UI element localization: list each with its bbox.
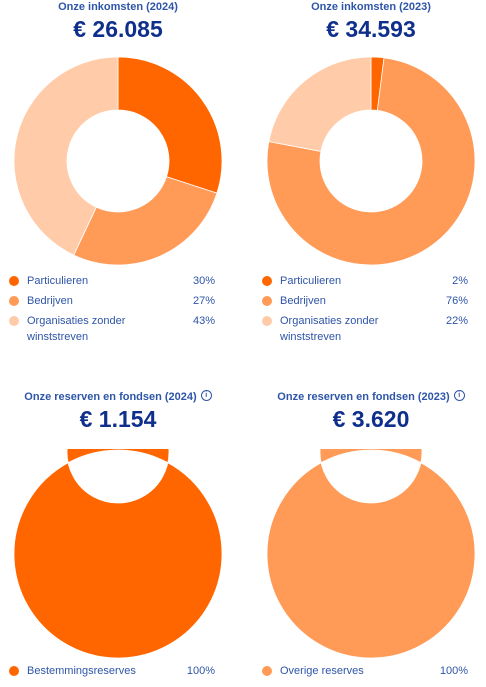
total-amount: € 34.593 xyxy=(326,16,416,42)
donut-slice-3[interactable] xyxy=(268,56,372,152)
legend-item: Particulieren 30% xyxy=(9,273,215,289)
chart-title: Onze inkomsten (2023) xyxy=(311,1,431,13)
legend-value: 100% xyxy=(439,665,468,677)
legend-value: 76% xyxy=(445,295,468,307)
donut-chart xyxy=(266,56,476,266)
legend-item: Bedrijven 27% xyxy=(9,293,215,309)
donut-slice-1[interactable] xyxy=(13,449,223,659)
legend-label: Bedrijven xyxy=(280,295,326,307)
legend: Overige reserves 100% xyxy=(262,663,468,683)
donut-chart xyxy=(266,449,476,659)
legend-label: Organisaties zonder winststreven xyxy=(280,315,379,343)
income-2023-panel: Onze inkomsten (2023) € 34.593 Particuli… xyxy=(256,0,486,343)
chart-title: Onze inkomsten (2024) xyxy=(58,1,178,13)
chart-title-text: Onze reserven en fondsen (2024) xyxy=(24,391,197,403)
donut-slice-1[interactable] xyxy=(266,449,476,659)
legend-label: Bedrijven xyxy=(27,295,73,307)
donut-chart xyxy=(13,56,223,266)
legend: Particulieren 30% Bedrijven 27% Organisati… xyxy=(9,273,215,349)
legend-label: Bestemmingsreserves xyxy=(27,665,136,677)
reserves-2024-panel: Onze reserven en fondsen (2024) i € 1.154… xyxy=(3,390,233,677)
legend-dot xyxy=(262,276,272,286)
legend-label: Particulieren xyxy=(27,275,89,287)
chart-title: Onze reserven en fondsen (2023) i xyxy=(256,390,486,404)
legend-item: Organisaties zonder winststreven 43% xyxy=(9,313,215,345)
donut-slice-3[interactable] xyxy=(13,56,119,256)
legend-value: 22% xyxy=(445,315,468,327)
donut-chart xyxy=(13,449,223,659)
total-amount: € 3.620 xyxy=(332,406,410,432)
legend-dot xyxy=(9,296,19,306)
legend-dot xyxy=(262,316,272,326)
legend-dot xyxy=(262,296,272,306)
legend-item: Organisaties zonder winststreven 22% xyxy=(262,313,468,345)
info-icon[interactable]: i xyxy=(453,390,465,401)
chart-title: Onze reserven en fondsen (2024) i xyxy=(3,390,233,404)
donut-slice-1[interactable] xyxy=(117,56,223,194)
legend-dot xyxy=(9,276,19,286)
legend-label: Particulieren xyxy=(280,275,342,287)
legend-value: 2% xyxy=(452,275,468,287)
legend-dot xyxy=(9,666,19,676)
legend-dot xyxy=(262,666,272,676)
legend-value: 30% xyxy=(192,275,215,287)
legend: Bestemmingsreserves 100% xyxy=(9,663,215,683)
legend-label: Overige reserves xyxy=(280,665,364,677)
legend-item: Overige reserves 100% xyxy=(262,663,468,679)
legend-item: Bestemmingsreserves 100% xyxy=(9,663,215,679)
legend-value: 100% xyxy=(186,665,215,677)
legend-value: 43% xyxy=(192,315,215,327)
chart-title-text: Onze reserven en fondsen (2023) xyxy=(277,391,450,403)
reserves-2023-panel: Onze reserven en fondsen (2023) i € 3.620… xyxy=(256,390,486,677)
income-2024-panel: Onze inkomsten (2024) € 26.085 Particuli… xyxy=(3,0,233,343)
total-amount: € 26.085 xyxy=(73,16,163,42)
legend-item: Particulieren 2% xyxy=(262,273,468,289)
donut-slice-2[interactable] xyxy=(73,176,218,266)
legend-label: Organisaties zonder winststreven xyxy=(27,315,126,343)
total-amount: € 1.154 xyxy=(79,406,157,432)
legend-dot xyxy=(9,316,19,326)
legend: Particulieren 2% Bedrijven 76% Organisatie… xyxy=(262,273,468,349)
legend-item: Bedrijven 76% xyxy=(262,293,468,309)
info-icon[interactable]: i xyxy=(200,390,212,401)
legend-value: 27% xyxy=(192,295,215,307)
donut-slice-2[interactable] xyxy=(266,57,476,266)
